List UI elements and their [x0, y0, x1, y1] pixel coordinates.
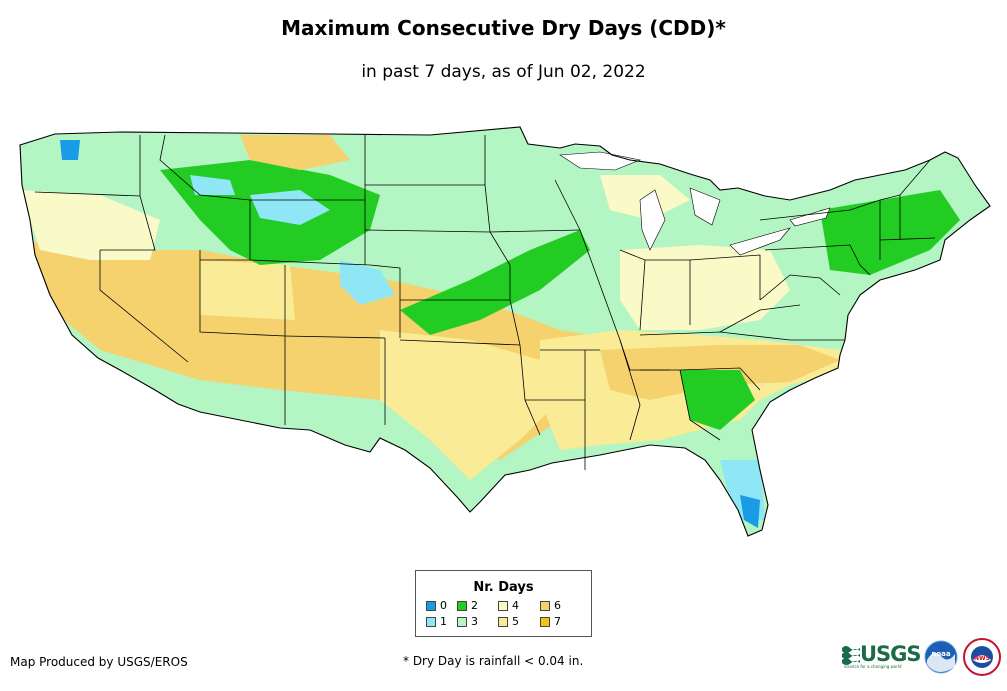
legend-title: Nr. Days — [473, 580, 534, 595]
nws-logo-icon: NWS — [963, 638, 1001, 676]
region-georgia-wet — [680, 370, 755, 430]
lake-huron — [689, 187, 721, 226]
region-midwest-wet — [400, 230, 590, 335]
usgs-wave-icon — [842, 646, 860, 665]
lake-ontario — [789, 207, 831, 227]
region-plateau — [200, 260, 295, 320]
legend-swatch-4 — [498, 601, 508, 611]
legend-label-1: 1 — [440, 615, 447, 628]
legend-swatch-6 — [540, 601, 550, 611]
legend: Nr. Days 0 1 2 3 4 5 6 7 — [415, 570, 592, 637]
legend-swatch-2 — [457, 601, 467, 611]
legend-swatch-0 — [426, 601, 436, 611]
noaa-logo-icon: noaa — [924, 640, 958, 674]
state-boundaries — [19, 126, 991, 537]
legend-swatch-5 — [498, 617, 508, 627]
dry-day-note: * Dry Day is rainfall < 0.04 in. — [403, 654, 584, 668]
legend-label-3: 3 — [471, 615, 478, 628]
map-title: Maximum Consecutive Dry Days (CDD)* — [281, 16, 726, 40]
legend-label-7: 7 — [554, 615, 561, 628]
usgs-wordmark: USGS — [860, 642, 922, 666]
lake-erie — [729, 227, 791, 256]
conus-dry-days-map — [19, 126, 991, 537]
lake-superior — [559, 151, 642, 171]
legend-label-4: 4 — [512, 599, 519, 612]
region-pacific-nw — [20, 190, 160, 260]
region-wyoming-wet — [250, 190, 330, 225]
usgs-logo: USGS science for a changing world — [842, 642, 922, 672]
region-texas — [380, 330, 560, 480]
legend-label-6: 6 — [554, 599, 561, 612]
legend-swatch-3 — [457, 617, 467, 627]
region-montana-dry — [240, 135, 350, 170]
region-kansas-wet — [340, 260, 395, 305]
region-ohio-valley — [620, 245, 790, 330]
usgs-tagline: science for a changing world — [844, 664, 902, 669]
region-northeast-wet — [820, 190, 960, 275]
legend-label-0: 0 — [440, 599, 447, 612]
legend-swatch-7 — [540, 617, 550, 627]
legend-swatch-1 — [426, 617, 436, 627]
region-montana-wet — [190, 175, 235, 195]
noaa-text: noaa — [931, 650, 951, 658]
map-subtitle: in past 7 days, as of Jun 02, 2022 — [361, 62, 646, 82]
region-washington-wet — [60, 140, 80, 160]
legend-label-2: 2 — [471, 599, 478, 612]
producer-credit: Map Produced by USGS/EROS — [10, 655, 188, 669]
lake-michigan — [639, 189, 666, 251]
legend-label-5: 5 — [512, 615, 519, 628]
nws-text: NWS — [974, 655, 990, 662]
region-florida-south — [740, 495, 760, 528]
